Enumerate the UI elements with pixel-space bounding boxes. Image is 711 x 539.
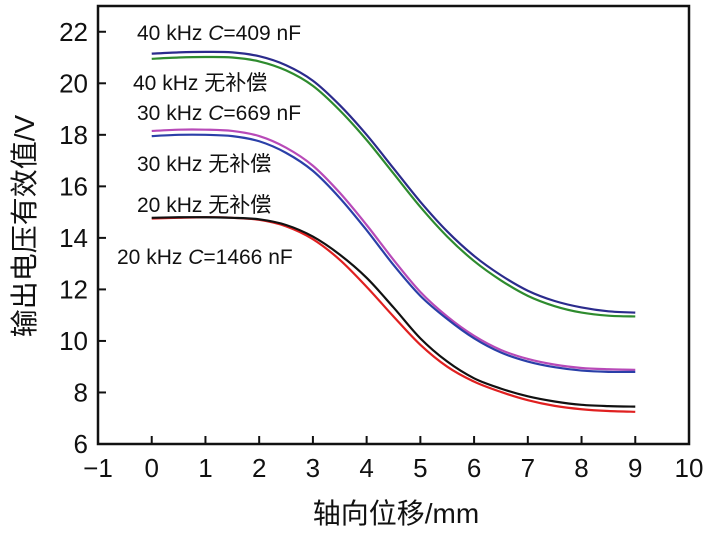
y-axis-title: 输出电压有效值/V [9, 114, 40, 337]
plot-frame [96, 4, 691, 446]
series-line-2 [151, 55, 636, 318]
y-tick-label: 6 [74, 429, 88, 459]
annotations: 40 kHz C=409 nF 40 kHz 无补偿 30 kHz C=669 … [117, 22, 301, 269]
y-tick-label: 10 [59, 326, 88, 356]
y-tick-label: 22 [59, 17, 88, 47]
x-tick-label: 10 [675, 453, 704, 483]
series-line-1 [151, 50, 636, 314]
x-tick-label: 1 [198, 453, 212, 483]
x-tick-label: 6 [467, 453, 481, 483]
annotation-20khz-c1466: 20 kHz C=1466 nF [117, 246, 293, 269]
annotation-40khz-c409: 40 kHz C=409 nF [137, 22, 301, 45]
x-tick-label: 7 [521, 453, 535, 483]
x-tick-label: 3 [306, 453, 320, 483]
x-tick-label: 4 [359, 453, 373, 483]
y-tick-label: 12 [59, 274, 88, 304]
x-tick-label: 5 [413, 453, 427, 483]
y-tick-label: 18 [59, 120, 88, 150]
x-tick-label: 8 [574, 453, 588, 483]
annotation-20khz-uncompensated: 20 kHz 无补偿 [137, 194, 271, 217]
series-line-4 [151, 133, 636, 374]
y-tick-label: 8 [74, 377, 88, 407]
x-tick-label: 0 [144, 453, 158, 483]
y-tick-label: 16 [59, 171, 88, 201]
series-line-6 [151, 216, 636, 408]
annotation-30khz-uncompensated: 30 kHz 无补偿 [137, 153, 271, 176]
x-tick-label: 2 [252, 453, 266, 483]
y-tick-label: 14 [59, 223, 88, 253]
x-tick-label: 9 [628, 453, 642, 483]
x-tick-label: −1 [83, 453, 113, 483]
series-lines [151, 50, 636, 413]
series-line-3 [151, 128, 636, 371]
y-tick-label: 20 [59, 68, 88, 98]
x-axis-title: 轴向位移/mm [313, 498, 479, 529]
annotation-40khz-uncompensated: 40 kHz 无补偿 [133, 72, 267, 95]
annotation-30khz-c669: 30 kHz C=669 nF [137, 102, 301, 125]
